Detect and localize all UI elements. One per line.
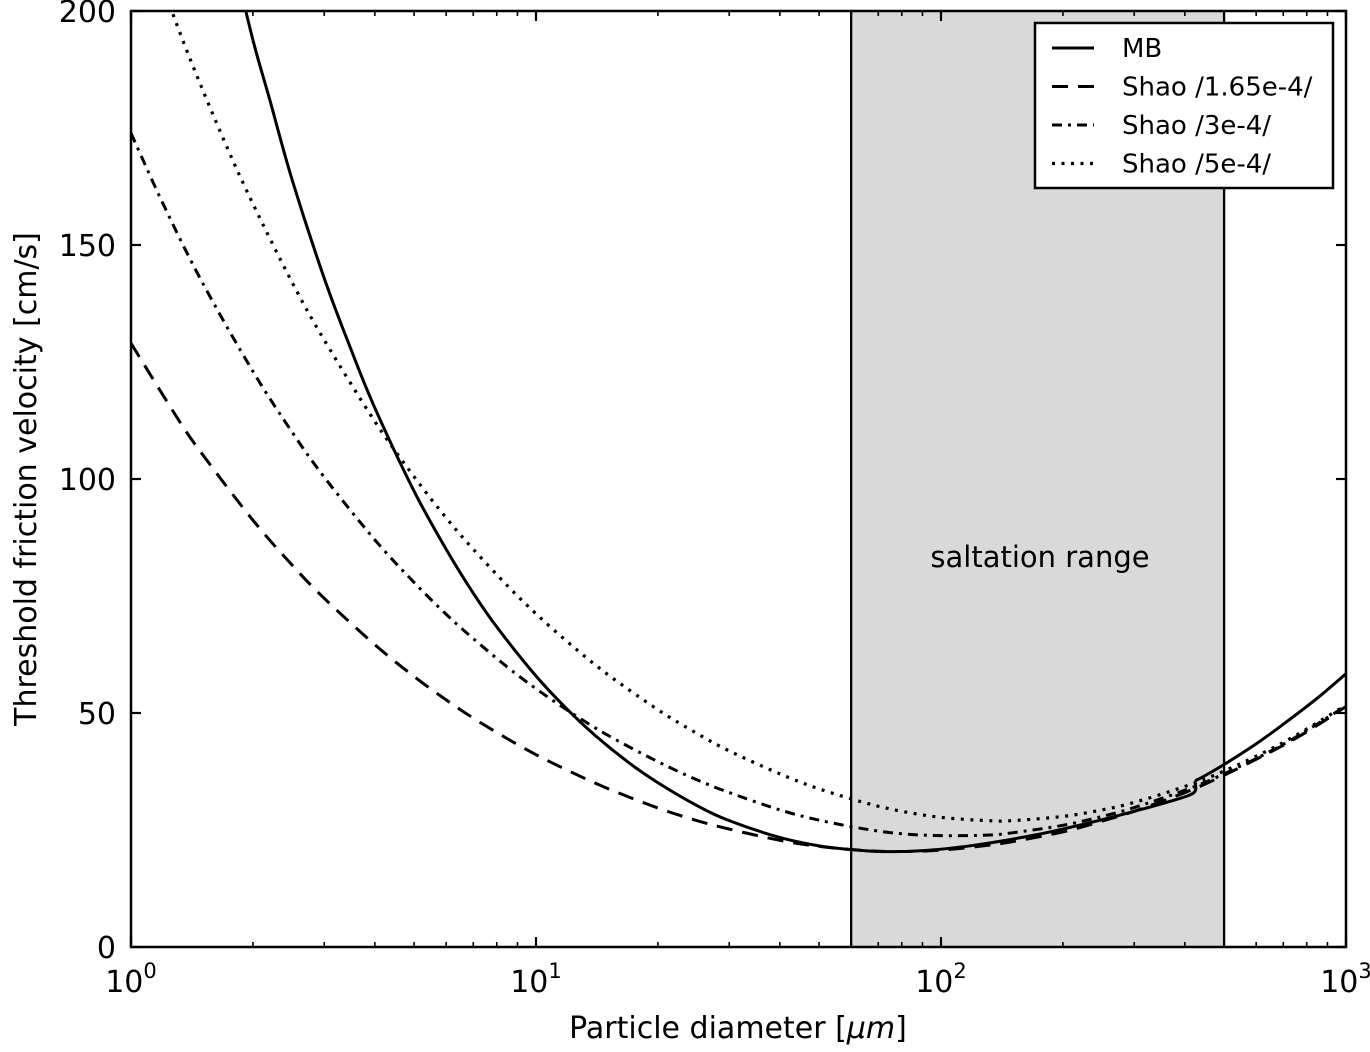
saltation-range-label: saltation range [930,540,1149,574]
y-tick-label: 150 [59,229,116,264]
x-axis-label: Particle diameter [μm] [569,1011,907,1046]
y-tick-label: 0 [97,931,116,966]
x-tick-label: 103 [1320,959,1370,1000]
y-tick-label: 100 [59,463,116,498]
legend-label-shao5: Shao /5e-4/ [1122,150,1271,180]
legend-label-shao165: Shao /1.65e-4/ [1122,73,1313,103]
legend: MB Shao /1.65e-4/ Shao /3e-4/ Shao /5e-4… [1033,21,1335,190]
legend-box [1033,21,1335,190]
tick-labels-layer: 0 50 100 150 200 100 101 102 103 [59,0,1370,1000]
y-tick-label: 200 [59,0,116,30]
legend-label-mb: MB [1122,34,1162,64]
curve-shao-1.65e-4 [131,342,1346,854]
curves-layer [131,11,1346,854]
x-tick-label: 100 [105,959,157,1000]
axes-layer [129,9,1348,949]
y-axis-label: Threshold friction velocity [cm/s] [9,232,44,727]
x-tick-label: 101 [510,959,562,1000]
x-tick-label: 102 [915,959,967,1000]
legend-label-shao3: Shao /3e-4/ [1122,111,1271,141]
y-tick-label: 50 [78,697,116,732]
